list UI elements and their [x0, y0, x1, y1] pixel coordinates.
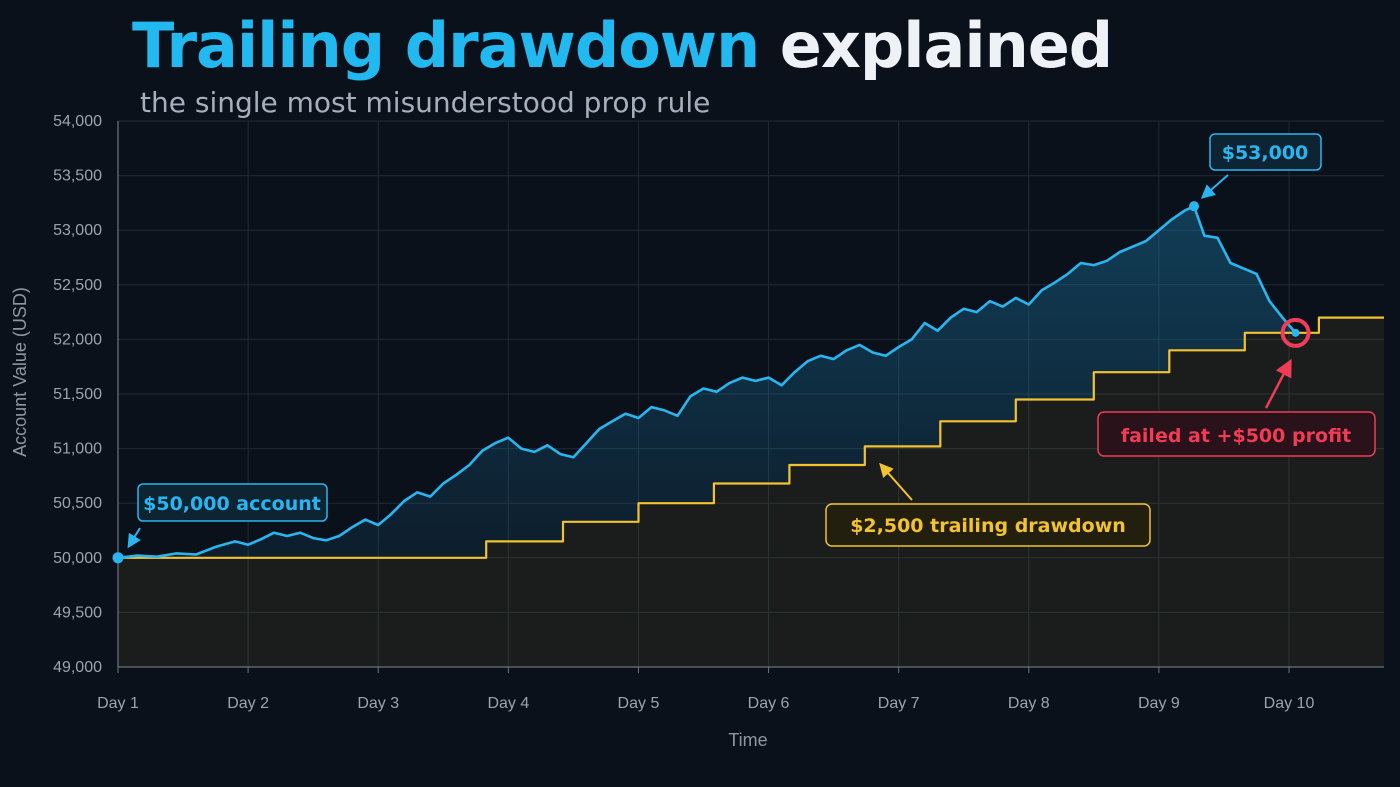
x-tick-label: Day 5 — [618, 695, 660, 712]
y-tick-label: 52,500 — [53, 277, 102, 294]
fail-point — [1291, 328, 1300, 337]
chart-title: Trailing drawdown explained — [132, 6, 1113, 86]
fail-callout-label: failed at +$500 profit — [1121, 425, 1351, 447]
y-tick-labels: 49,000 49,500 50,000 50,500 51,000 51,500 52,0… — [53, 113, 102, 676]
title-highlight: Trailing drawdown — [132, 9, 760, 82]
y-tick-label: 53,000 — [53, 222, 102, 239]
drawdown-callout-box — [825, 503, 1151, 547]
account-line — [117, 204, 1297, 560]
x-tick-label: Day 9 — [1138, 695, 1180, 712]
x-tick-labels: Day 1 Day 2 Day 3 Day 4 Day 5 Day 6 Day 7 Day 8… — [97, 695, 1314, 712]
x-axis-label: Time — [728, 730, 767, 750]
y-tick-label: 50,500 — [53, 495, 102, 512]
fail-callout: failed at +$500 profit — [1097, 358, 1376, 457]
peak-callout-box — [1209, 133, 1322, 171]
start-callout-label: $50,000 account — [143, 493, 321, 515]
y-tick-label: 50,000 — [53, 550, 102, 567]
markers — [112, 201, 1311, 564]
drawdown-callout-label: $2,500 trailing drawdown — [850, 515, 1126, 537]
chart-subtitle: the single most misunderstood prop rule — [140, 86, 711, 119]
start-callout-box — [137, 483, 328, 522]
peak-point — [1189, 201, 1200, 212]
x-tick-label: Day 1 — [97, 695, 139, 712]
y-tick-label: 53,500 — [53, 168, 102, 185]
x-tick-label: Day 4 — [487, 695, 529, 712]
fail-ring — [1280, 317, 1311, 348]
y-tick-label: 51,000 — [53, 441, 102, 458]
drawdown-area — [118, 317, 1384, 667]
y-axis-label: Account Value (USD) — [10, 287, 30, 457]
y-tick-label: 54,000 — [53, 113, 102, 130]
start-point — [112, 552, 124, 564]
drawdown-arrow — [879, 462, 913, 501]
x-tick-label: Day 7 — [878, 695, 920, 712]
fail-arrow — [1264, 358, 1292, 409]
start-arrow — [127, 527, 141, 549]
x-tick-label: Day 6 — [748, 695, 790, 712]
x-tick-label: Day 8 — [1008, 695, 1050, 712]
x-tick-label: Day 3 — [357, 695, 399, 712]
y-tick-label: 51,500 — [53, 386, 102, 403]
x-tick-label: Day 10 — [1264, 695, 1315, 712]
start-callout: $50,000 account — [127, 483, 328, 549]
y-tick-label: 49,500 — [53, 604, 102, 621]
y-tick-label: 52,000 — [53, 331, 102, 348]
x-tick-label: Day 2 — [227, 695, 269, 712]
peak-arrow — [1200, 174, 1229, 199]
account-area — [118, 206, 1296, 558]
axes — [117, 121, 1384, 673]
peak-callout: $53,000 — [1200, 133, 1322, 199]
y-tick-label: 49,000 — [53, 659, 102, 676]
peak-callout-label: $53,000 — [1222, 142, 1309, 164]
title-rest: explained — [759, 9, 1113, 82]
fail-callout-box — [1097, 411, 1376, 457]
drawdown-line — [118, 316, 1384, 559]
series-lines — [117, 204, 1384, 560]
drawdown-callout: $2,500 trailing drawdown — [825, 462, 1151, 547]
area-fills — [118, 206, 1384, 667]
